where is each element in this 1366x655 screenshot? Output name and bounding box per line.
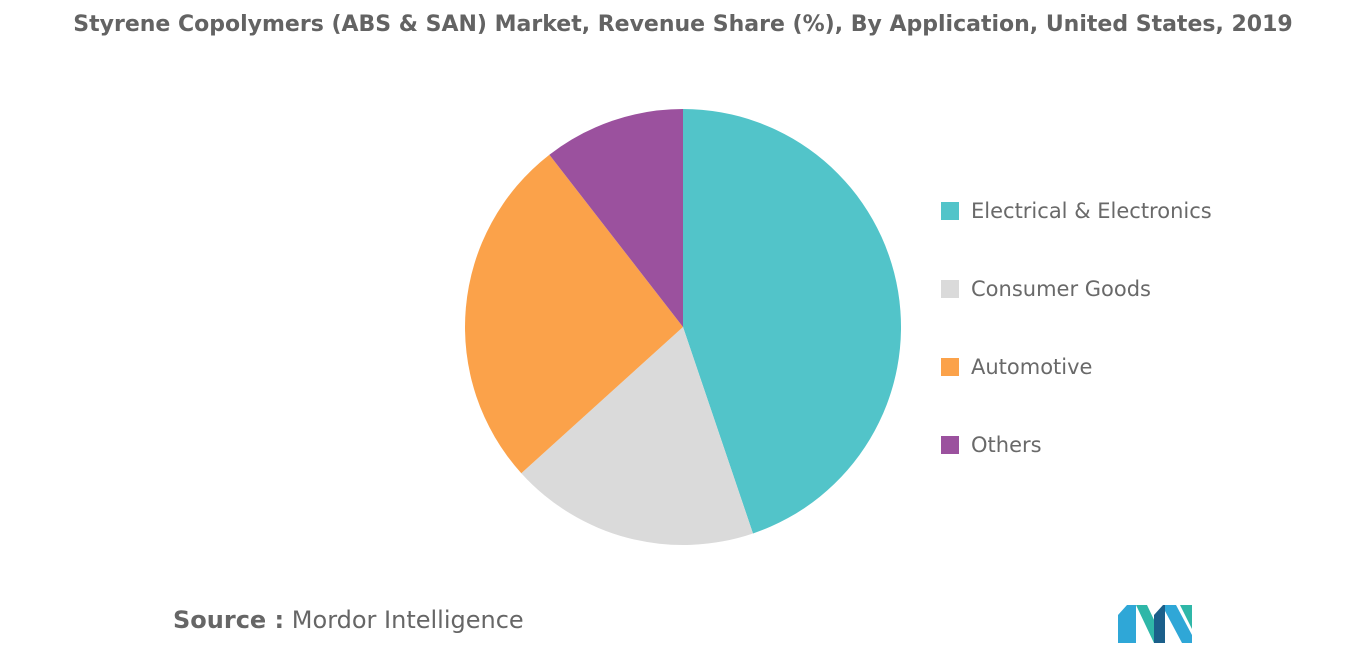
legend-item-automotive: Automotive [941,348,1212,386]
source-prefix: Source : [173,606,285,634]
legend: Electrical & Electronics Consumer Goods … [941,192,1212,504]
legend-label-others: Others [971,433,1042,457]
logo-shape-left [1118,605,1136,643]
legend-item-consumer-goods: Consumer Goods [941,270,1212,308]
pie-slice-electrical-electronics [683,109,902,534]
source-line: Source : Mordor Intelligence [173,606,524,634]
logo-shape-mid [1154,605,1165,643]
legend-swatch-consumer-goods [941,280,959,298]
legend-item-electrical-electronics: Electrical & Electronics [941,192,1212,230]
mordor-intelligence-logo [1118,605,1192,643]
legend-label-electrical-electronics: Electrical & Electronics [971,199,1212,223]
pie-slice-others [549,109,683,327]
legend-label-automotive: Automotive [971,355,1093,379]
source-text: Mordor Intelligence [291,606,524,634]
logo-shape-right-bar [1180,605,1192,629]
chart-title: Styrene Copolymers (ABS & SAN) Market, R… [73,12,1293,37]
legend-label-consumer-goods: Consumer Goods [971,277,1151,301]
legend-swatch-automotive [941,358,959,376]
legend-item-others: Others [941,426,1212,464]
logo-shape-right [1165,605,1192,643]
legend-swatch-electrical-electronics [941,202,959,220]
legend-swatch-others [941,436,959,454]
pie-slice-consumer-goods [521,327,753,546]
pie-slice-automotive [465,154,683,474]
